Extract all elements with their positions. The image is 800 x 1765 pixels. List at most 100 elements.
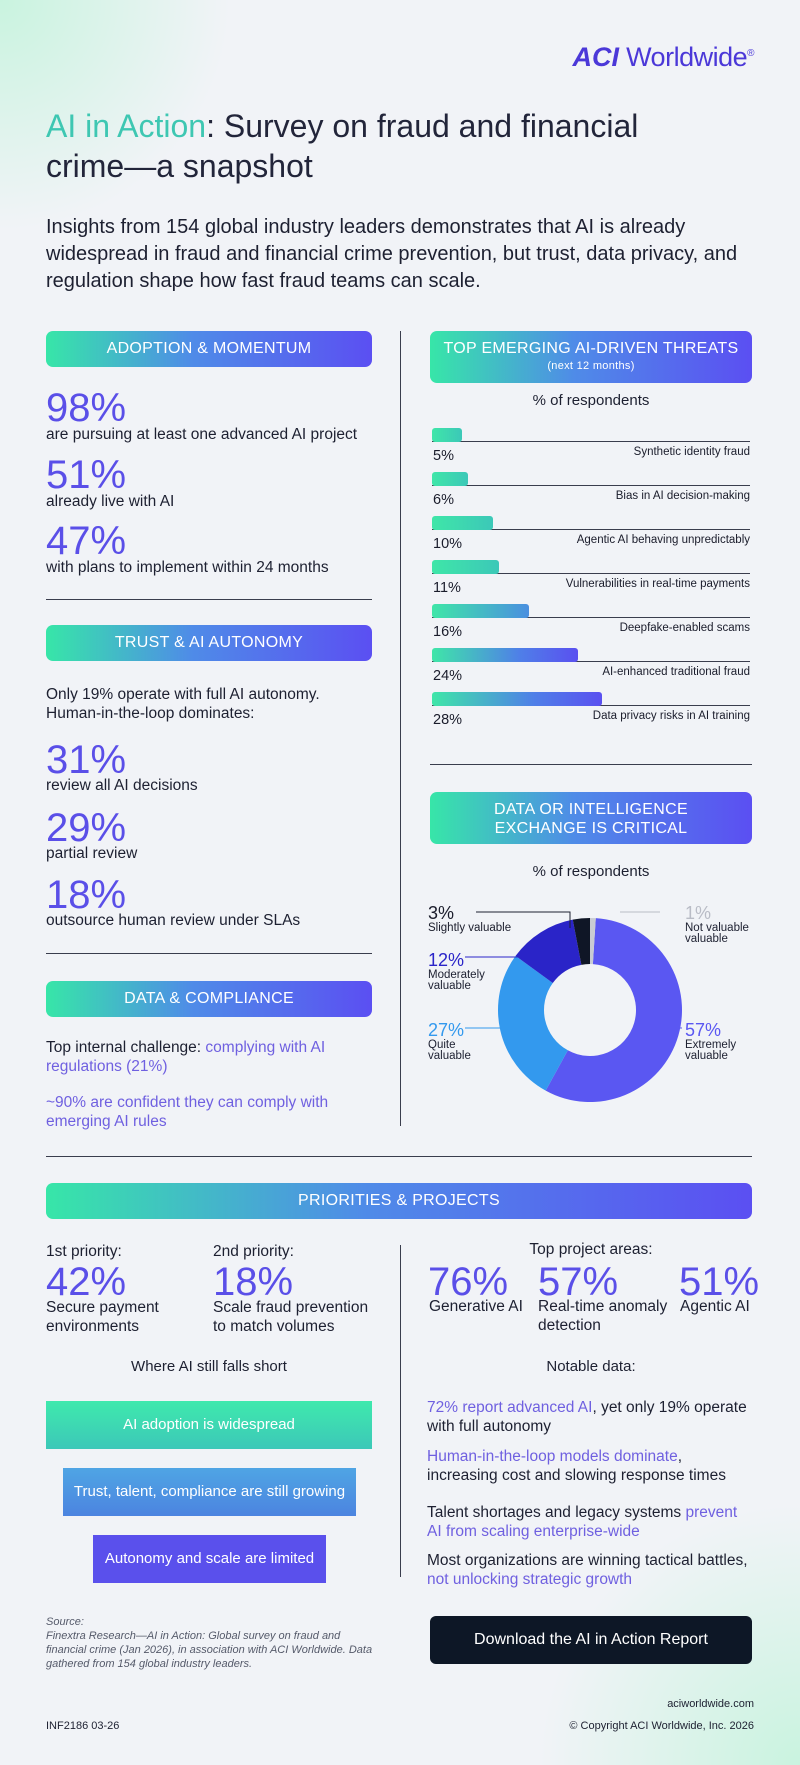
threat-axis-line	[432, 441, 750, 442]
adoption-stat-value: 98%	[46, 386, 127, 430]
page-title: AI in Action: Survey on fraud and financ…	[46, 106, 646, 186]
donut-label-not: 1% Not valuable valuable	[685, 903, 749, 945]
donut-label-slightly: 3% Slightly valuable	[428, 903, 512, 934]
donut-label-extremely: 57% Extremely valuable	[685, 1020, 737, 1062]
threat-label: AI-enhanced traditional fraud	[602, 666, 750, 678]
threat-row: 10% Agentic AI behaving unpredictably	[432, 516, 750, 560]
threats-heading: TOP EMERGING AI-DRIVEN THREATS (next 12 …	[430, 331, 752, 383]
threat-pct: 24%	[433, 668, 463, 684]
project-caption: Real-time anomaly detection	[538, 1298, 668, 1334]
threat-bar	[432, 472, 469, 486]
first-priority-value: 42%	[46, 1260, 127, 1304]
projects-label: Top project areas:	[529, 1241, 653, 1258]
notable-item: 72% report advanced AI, yet only 19% ope…	[427, 1399, 747, 1435]
exchange-caption: % of respondents	[532, 863, 650, 880]
second-priority-label: 2nd priority:	[213, 1243, 294, 1260]
project-caption: Agentic AI	[680, 1298, 750, 1315]
download-report-button[interactable]: Download the AI in Action Report	[430, 1616, 752, 1664]
donut-slice	[545, 918, 682, 1102]
adoption-stat-caption: with plans to implement within 24 months	[46, 559, 329, 576]
threat-label: Agentic AI behaving unpredictably	[576, 534, 750, 546]
notable-heading: Notable data:	[546, 1358, 636, 1375]
source-note: Source: Finextra Research—AI in Action: …	[46, 1616, 373, 1670]
adoption-stat-caption: are pursuing at least one advanced AI pr…	[46, 426, 358, 443]
adoption-stat-value: 51%	[46, 453, 127, 497]
threat-axis-line	[432, 617, 750, 618]
first-priority-caption: Secure payment environments	[46, 1299, 159, 1335]
donut-slice	[515, 919, 582, 983]
intro-text: Insights from 154 global industry leader…	[46, 216, 738, 292]
donut-label-quite: 27% Quite valuable	[428, 1020, 471, 1062]
column-divider	[400, 331, 401, 1126]
first-priority-label: 1st priority:	[46, 1243, 122, 1260]
project-caption: Generative AI	[429, 1298, 523, 1315]
threat-row: 6% Bias in AI decision-making	[432, 472, 750, 516]
threat-label: Synthetic identity fraud	[633, 446, 750, 458]
adoption-heading: ADOPTION & MOMENTUM	[46, 331, 372, 367]
threat-pct: 16%	[433, 624, 463, 640]
threat-row: 11% Vulnerabilities in real-time payments	[432, 560, 750, 604]
threat-row: 16% Deepfake-enabled scams	[432, 604, 750, 648]
adoption-stat-caption: already live with AI	[46, 493, 175, 510]
donut-slice	[498, 955, 568, 1091]
trust-stat-caption: partial review	[46, 845, 138, 862]
donut-slice	[590, 918, 596, 965]
trust-stat-value: 29%	[46, 806, 127, 850]
threat-row: 5% Synthetic identity fraud	[432, 428, 750, 472]
project-value: 57%	[538, 1260, 619, 1304]
falls-short-box-trust: Trust, talent, compliance are still grow…	[63, 1468, 356, 1516]
notable-item: Human-in-the-loop models dominate, incre…	[427, 1448, 726, 1484]
exchange-heading: DATA OR INTELLIGENCE EXCHANGE IS CRITICAL	[430, 792, 752, 844]
threat-pct: 10%	[433, 536, 463, 552]
title-accent: AI in Action	[46, 108, 207, 144]
threat-bar	[432, 648, 578, 662]
threat-axis-line	[432, 529, 750, 530]
threat-axis-line	[432, 485, 750, 486]
falls-short-box-autonomy: Autonomy and scale are limited	[93, 1535, 326, 1583]
threat-label: Deepfake-enabled scams	[619, 622, 750, 634]
divider	[46, 599, 372, 600]
threat-bar	[432, 560, 499, 574]
notable-item: Most organizations are winning tactical …	[427, 1552, 748, 1588]
donut-slice	[572, 918, 590, 965]
threat-bar	[432, 692, 602, 706]
threat-pct: 11%	[433, 580, 461, 596]
trust-stat-caption: outsource human review under SLAs	[46, 912, 301, 929]
notable-item: Talent shortages and legacy systems prev…	[427, 1504, 738, 1540]
threat-row: 28% Data privacy risks in AI training	[432, 692, 750, 736]
threat-bar	[432, 428, 463, 442]
threat-label: Data privacy risks in AI training	[592, 710, 750, 722]
threat-label: Vulnerabilities in real-time payments	[565, 578, 750, 590]
second-priority-caption: Scale fraud prevention to match volumes	[213, 1299, 369, 1335]
project-value: 76%	[428, 1260, 509, 1304]
divider	[46, 953, 372, 954]
compliance-challenge: Top internal challenge: complying with A…	[46, 1039, 326, 1075]
threat-label: Bias in AI decision-making	[615, 490, 750, 502]
compliance-heading: DATA & COMPLIANCE	[46, 981, 372, 1017]
threat-axis-line	[432, 661, 750, 662]
trust-heading: TRUST & AI AUTONOMY	[46, 625, 372, 661]
threat-row: 24% AI-enhanced traditional fraud	[432, 648, 750, 692]
column-divider	[400, 1245, 401, 1577]
adoption-stat-value: 47%	[46, 519, 127, 563]
aci-worldwide-logo: ACI Worldwide®	[572, 42, 755, 72]
threat-bar	[432, 604, 530, 618]
threat-bar	[432, 516, 493, 530]
document-code: INF2186 03-26	[46, 1720, 120, 1732]
trust-stat-value: 18%	[46, 873, 127, 917]
donut-label-moderately: 12% Moderately valuable	[428, 950, 485, 992]
compliance-confidence: ~90% are confident they can comply with …	[46, 1094, 329, 1130]
threat-axis-line	[432, 573, 750, 574]
falls-short-heading: Where AI still falls short	[131, 1358, 287, 1375]
website-link[interactable]: aciworldwide.com	[667, 1698, 754, 1710]
threats-caption: % of respondents	[532, 392, 650, 409]
divider	[46, 1156, 752, 1157]
trust-stat-caption: review all AI decisions	[46, 777, 198, 794]
falls-short-box-adoption: AI adoption is widespread	[46, 1401, 372, 1449]
trust-stat-value: 31%	[46, 738, 127, 782]
title-rest: : Survey on fraud and financial crime—a …	[46, 108, 639, 184]
priorities-heading: PRIORITIES & PROJECTS	[46, 1183, 752, 1219]
threat-pct: 6%	[433, 492, 454, 508]
second-priority-value: 18%	[213, 1260, 294, 1304]
threat-pct: 28%	[433, 712, 463, 728]
